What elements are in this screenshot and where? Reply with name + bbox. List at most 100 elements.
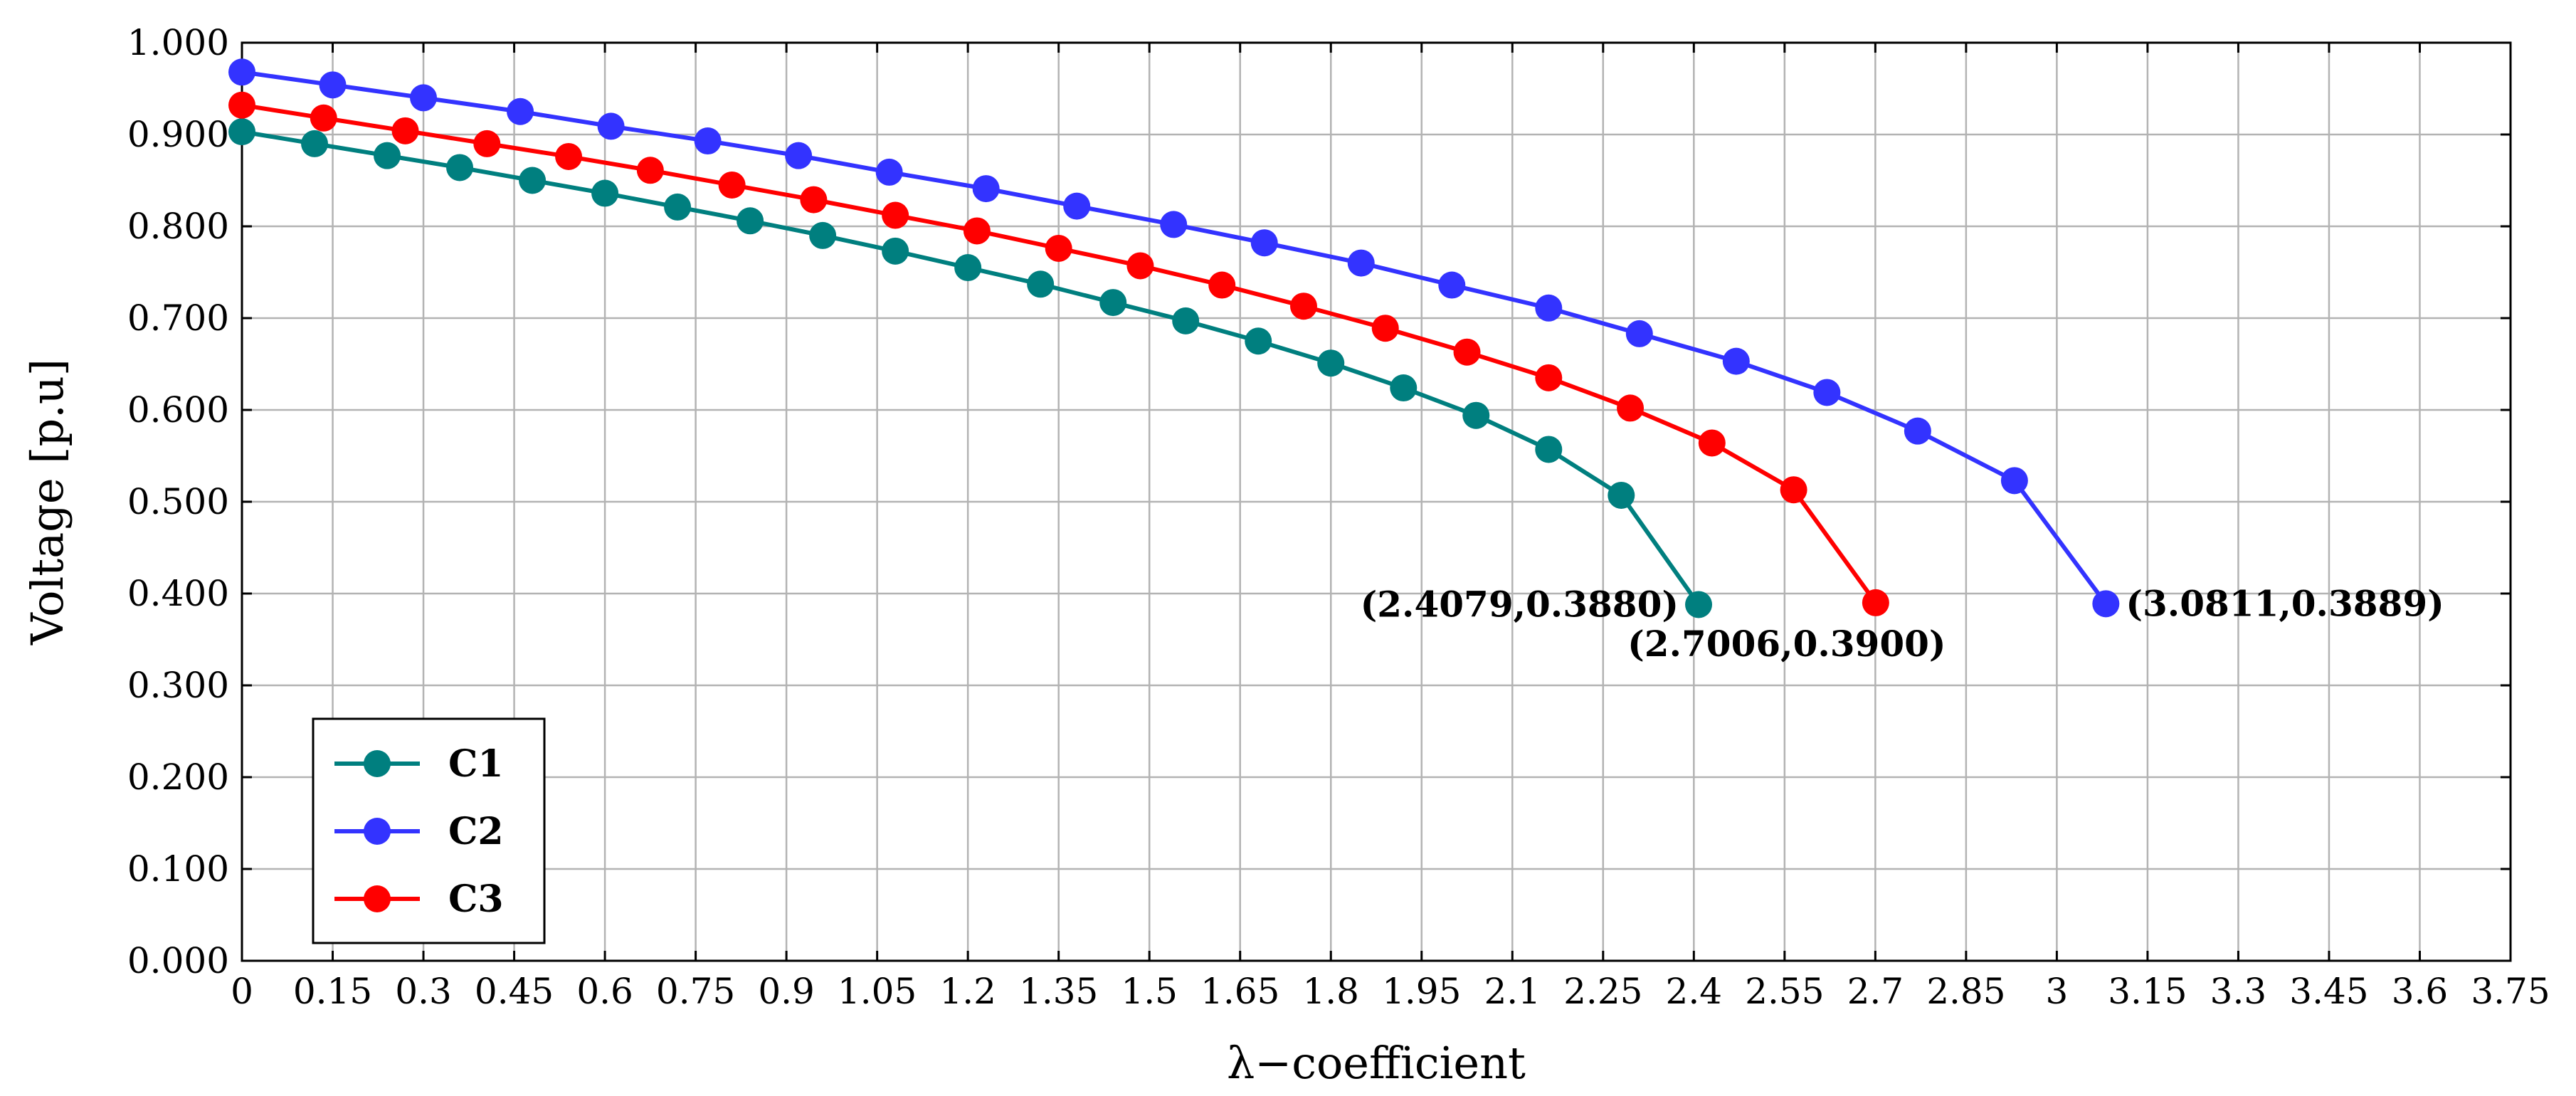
data-point-c2	[2000, 467, 2028, 495]
data-point-c1	[1317, 349, 1345, 377]
data-point-c3	[1535, 364, 1563, 391]
y-tick-label: 0.200	[127, 757, 229, 798]
data-point-c2	[1722, 347, 1750, 375]
data-point-c2	[694, 127, 722, 155]
y-tick-label: 0.400	[127, 573, 229, 614]
data-point-c3	[473, 130, 501, 157]
y-tick-label: 0.600	[127, 389, 229, 431]
data-point-c1	[809, 221, 837, 249]
data-point-c1	[1027, 270, 1055, 298]
data-point-c2	[228, 58, 255, 86]
data-point-c1	[1245, 327, 1272, 355]
data-point-c1	[1535, 436, 1563, 463]
x-tick-label: 1.8	[1302, 971, 1359, 1012]
x-tick-label: 0	[231, 971, 253, 1012]
data-point-c3	[882, 201, 909, 229]
x-tick-label: 0.75	[656, 971, 735, 1012]
data-point-c2	[1250, 229, 1278, 257]
data-point-c2	[1063, 192, 1091, 220]
data-point-c1	[228, 118, 255, 146]
y-tick-label: 0.700	[127, 297, 229, 339]
data-point-c2	[410, 84, 438, 112]
data-point-c1	[664, 193, 692, 221]
data-point-c2	[2092, 590, 2120, 618]
data-point-c2	[507, 98, 534, 125]
x-tick-label: 0.3	[395, 971, 452, 1012]
data-point-c3	[228, 91, 255, 119]
data-point-c3	[1780, 476, 1807, 504]
x-tick-label: 2.1	[1484, 971, 1541, 1012]
data-point-c3	[1617, 394, 1645, 422]
x-tick-label: 1.35	[1019, 971, 1098, 1012]
y-axis-title: Voltage [p.u]	[21, 359, 73, 646]
data-point-c3	[1045, 234, 1072, 262]
x-tick-label: 2.7	[1847, 971, 1904, 1012]
data-point-c2	[597, 112, 625, 140]
data-point-c3	[555, 142, 583, 170]
data-point-c1	[882, 237, 909, 265]
data-point-c1	[1390, 374, 1418, 402]
legend-marker-c2	[364, 818, 391, 845]
data-point-c2	[972, 175, 1000, 203]
x-tick-label: 3.6	[2392, 971, 2449, 1012]
data-point-c2	[1535, 294, 1563, 322]
legend-label-c2: C2	[448, 810, 504, 853]
data-point-c2	[1438, 271, 1466, 299]
y-tick-label: 0.000	[127, 940, 229, 981]
x-tick-label: 3.15	[2108, 971, 2187, 1012]
legend-marker-c3	[364, 885, 391, 912]
x-tick-label: 0.15	[293, 971, 372, 1012]
data-point-c1	[374, 142, 401, 169]
series-line-c1	[241, 130, 1701, 606]
x-tick-label: 2.4	[1666, 971, 1723, 1012]
data-point-c3	[1453, 338, 1481, 366]
data-point-c3	[1862, 589, 1889, 616]
data-point-c2	[1904, 417, 1931, 445]
x-axis-title: λ−coefficient	[1227, 1037, 1526, 1089]
data-point-c3	[800, 186, 828, 214]
data-point-c1	[737, 207, 764, 235]
x-tick-label: 2.55	[1745, 971, 1824, 1012]
y-tick-label: 0.100	[127, 848, 229, 890]
data-point-c2	[1160, 211, 1188, 238]
data-point-c3	[1208, 271, 1236, 299]
annotation-c3: (2.7006,0.3900)	[1627, 623, 1946, 665]
y-tick-label: 0.900	[127, 114, 229, 155]
data-point-c1	[1685, 591, 1713, 618]
data-point-c3	[1126, 252, 1154, 280]
data-point-c3	[636, 157, 664, 184]
data-point-c1	[301, 130, 329, 157]
x-tick-label: 1.05	[838, 971, 917, 1012]
x-tick-label: 0.6	[576, 971, 633, 1012]
data-point-c3	[391, 117, 419, 144]
series-line-c2	[241, 70, 2108, 606]
x-tick-label: 2.25	[1563, 971, 1642, 1012]
data-point-c2	[319, 71, 347, 99]
data-point-c2	[1813, 379, 1841, 406]
x-tick-label: 1.65	[1200, 971, 1279, 1012]
data-point-c3	[310, 104, 337, 132]
data-point-c1	[519, 167, 547, 194]
x-tick-label: 0.45	[475, 971, 554, 1012]
x-tick-label: 3.3	[2210, 971, 2267, 1012]
x-tick-label: 3.45	[2289, 971, 2368, 1012]
data-point-c1	[1172, 307, 1200, 334]
data-point-c3	[963, 217, 991, 245]
data-point-c3	[718, 171, 746, 199]
x-tick-label: 1.2	[939, 971, 996, 1012]
x-tick-label: 0.9	[758, 971, 815, 1012]
data-point-c1	[591, 179, 619, 207]
data-point-c1	[1608, 481, 1635, 509]
y-tick-label: 0.300	[127, 665, 229, 706]
x-tick-label: 3.75	[2471, 971, 2550, 1012]
annotation-c2: (3.0811,0.3889)	[2126, 582, 2444, 624]
data-point-c3	[1289, 293, 1317, 320]
legend-label-c1: C1	[448, 742, 504, 786]
data-point-c2	[1625, 320, 1653, 347]
legend-label-c3: C3	[448, 878, 504, 921]
legend-marker-c1	[364, 750, 391, 777]
data-point-c3	[1698, 429, 1726, 457]
data-point-c3	[1371, 315, 1399, 342]
